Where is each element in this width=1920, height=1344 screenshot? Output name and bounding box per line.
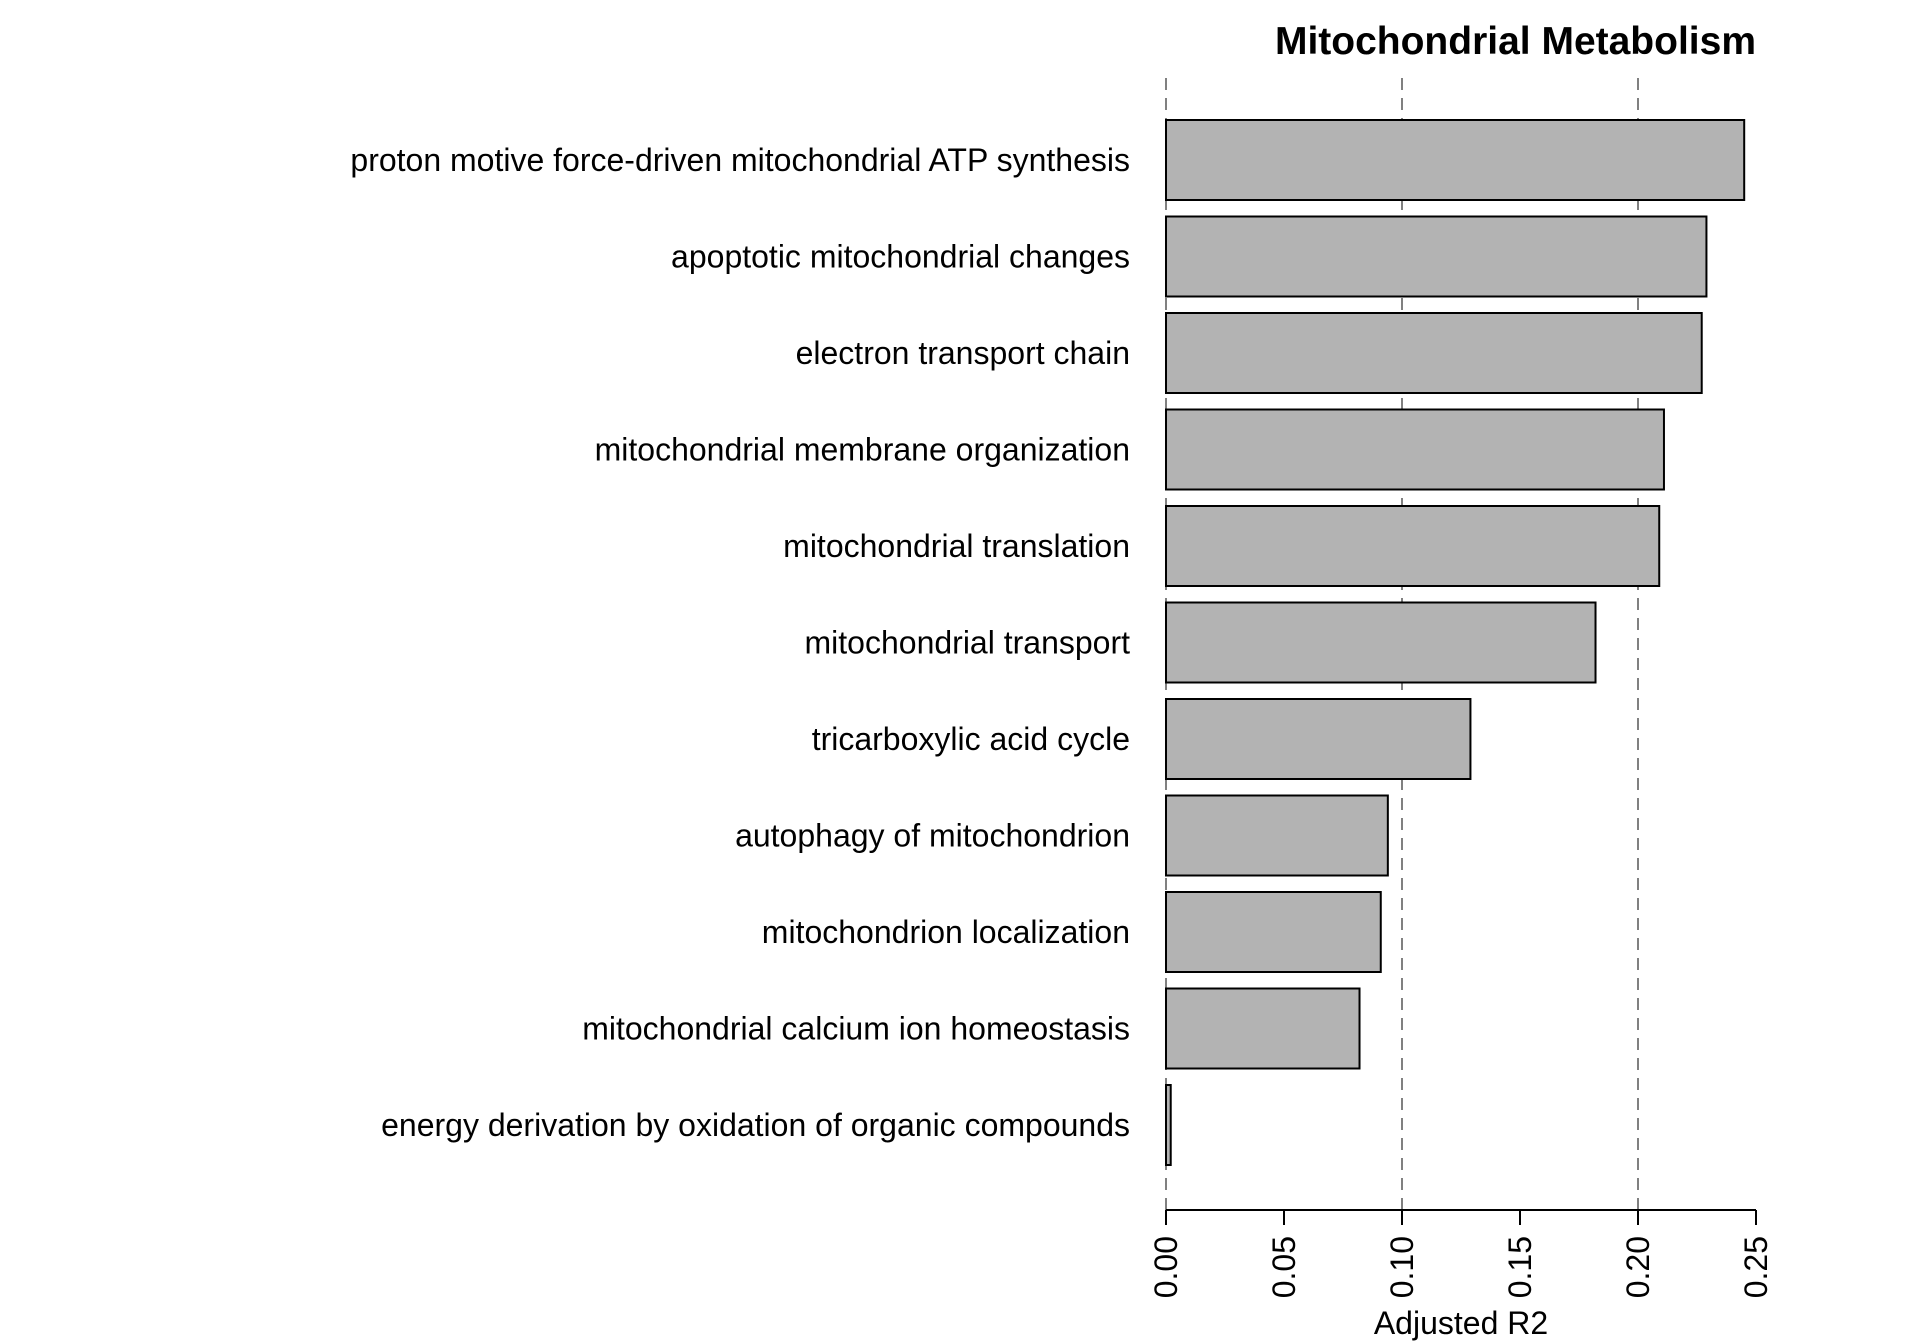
- category-label: energy derivation by oxidation of organi…: [381, 1107, 1130, 1143]
- x-tick-label: 0.25: [1738, 1236, 1774, 1298]
- category-label: tricarboxylic acid cycle: [812, 721, 1130, 757]
- category-label: electron transport chain: [796, 335, 1130, 371]
- bar: [1165, 408, 1665, 491]
- bar: [1165, 794, 1389, 877]
- bar: [1165, 1084, 1172, 1166]
- bar: [1165, 987, 1361, 1070]
- category-label: apoptotic mitochondrial changes: [671, 239, 1130, 275]
- bar: [1165, 312, 1703, 394]
- category-label: mitochondrial membrane organization: [595, 432, 1130, 468]
- x-tick-label: 0.20: [1620, 1236, 1656, 1298]
- chart-title: Mitochondrial Metabolism: [1275, 20, 1756, 63]
- category-label: mitochondrial calcium ion homeostasis: [582, 1011, 1130, 1047]
- bar: [1165, 698, 1472, 780]
- x-tick-label: 0.15: [1502, 1236, 1538, 1298]
- x-axis: 0.00 0.05 0.10 0.15 0.20 0.25: [1148, 1209, 1774, 1298]
- category-label: mitochondrial transport: [805, 625, 1131, 661]
- category-label: mitochondrial translation: [783, 528, 1130, 564]
- x-tick-label: 0.05: [1266, 1236, 1302, 1298]
- x-tick-label: 0.00: [1148, 1236, 1184, 1298]
- bar: [1165, 505, 1661, 587]
- category-label: proton motive force-driven mitochondrial…: [350, 142, 1130, 178]
- category-label: mitochondrion localization: [762, 914, 1130, 950]
- category-labels: proton motive force-driven mitochondrial…: [350, 142, 1130, 1143]
- bar: [1165, 601, 1597, 684]
- x-tick-label: 0.10: [1384, 1236, 1420, 1298]
- bar: [1165, 215, 1708, 298]
- bar: [1165, 119, 1746, 201]
- bars: [1165, 119, 1746, 1166]
- category-label: autophagy of mitochondrion: [735, 818, 1130, 854]
- bar: [1165, 891, 1382, 973]
- x-axis-title: Adjusted R2: [1374, 1305, 1548, 1341]
